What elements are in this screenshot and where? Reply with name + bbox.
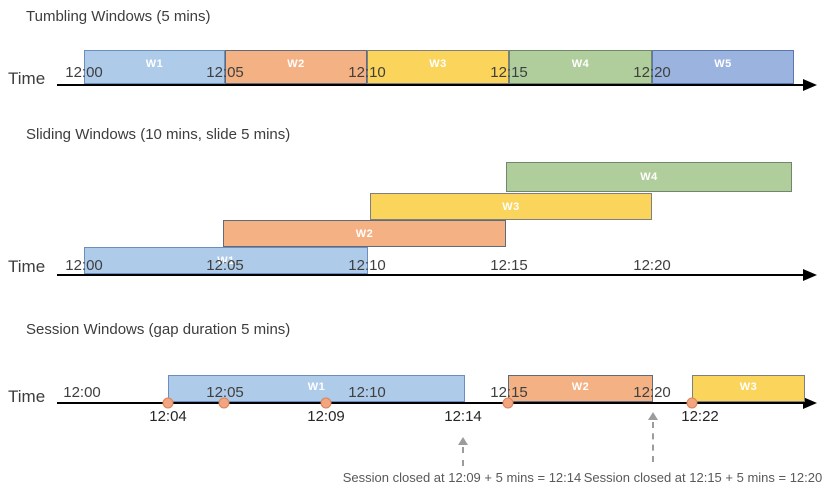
event-dot [686, 397, 698, 409]
window-label: W2 [571, 381, 590, 393]
tick-label: 12:15 [490, 384, 528, 401]
tick-label: 12:00 [65, 64, 103, 81]
tumbling-window-w4: W4 [509, 50, 652, 84]
event-dot [320, 397, 332, 409]
axis-arrowhead-icon [803, 79, 817, 91]
tick-label: 12:00 [65, 257, 103, 274]
session-time-axis-label: Time [8, 387, 46, 406]
tumbling-time-axis-label: Time [8, 69, 46, 88]
window-label: W2 [355, 227, 374, 240]
sliding-time-axis-label: Time [8, 257, 46, 276]
tick-label: 12:05 [206, 257, 244, 274]
tick-label: 12:10 [348, 257, 386, 274]
sliding-window-w2: W2 [223, 220, 506, 247]
window-label: W4 [571, 58, 590, 70]
session-time-axis [57, 402, 805, 404]
session-window-w3: W3 [692, 375, 805, 402]
tumbling-window-w2: W2 [225, 50, 367, 84]
event-time-label: 12:09 [307, 408, 345, 425]
tick-label: 12:15 [490, 64, 528, 81]
axis-arrowhead-icon [803, 269, 817, 281]
sliding-window-w3: W3 [370, 193, 652, 220]
dashed-arrow-head-icon [648, 412, 658, 420]
event-time-label: 12:04 [149, 408, 187, 425]
tick-label: 12:15 [490, 257, 528, 274]
window-label: W1 [217, 254, 235, 267]
window-label: W5 [714, 58, 732, 70]
tick-label: 12:05 [206, 64, 244, 81]
tick-label: 12:20 [633, 257, 671, 274]
window-label: W3 [429, 58, 447, 70]
dashed-arrow [652, 422, 654, 462]
event-dot [162, 397, 174, 409]
event-time-label: 12:14 [444, 408, 482, 425]
tick-label: 12:20 [633, 384, 671, 401]
sliding-window-w1: W1 [84, 247, 368, 274]
dashed-arrow [462, 447, 464, 466]
event-dot [218, 397, 230, 409]
event-dot [502, 397, 514, 409]
window-label: W1 [307, 381, 326, 393]
window-label: W4 [640, 171, 658, 183]
tick-label: 12:10 [348, 384, 386, 401]
session-closed-annotation: Session closed at 12:09 + 5 mins = 12:14 [342, 470, 582, 485]
event-time-label: 12:22 [681, 408, 719, 425]
tumbling-window-w1: W1 [84, 50, 225, 84]
dashed-arrow-head-icon [458, 437, 468, 445]
tumbling-time-axis [57, 84, 805, 86]
session-title: Session Windows (gap duration 5 mins) [26, 321, 291, 338]
window-label: W2 [287, 58, 305, 70]
tick-label: 12:05 [206, 384, 244, 401]
window-label: W3 [739, 381, 758, 393]
axis-arrowhead-icon [803, 397, 817, 409]
session-window-w1: W1 [168, 375, 465, 402]
sliding-time-axis [57, 274, 805, 276]
session-window-w2: W2 [508, 375, 653, 402]
tumbling-window-w3: W3 [367, 50, 509, 84]
sliding-window-w4: W4 [506, 162, 792, 192]
window-label: W1 [145, 58, 164, 70]
tick-label: 12:00 [63, 384, 101, 401]
tick-label: 12:20 [633, 64, 671, 81]
window-label: W3 [502, 200, 520, 213]
session-closed-annotation: Session closed at 12:15 + 5 mins = 12:20 [583, 470, 823, 485]
tick-label: 12:10 [348, 64, 386, 81]
sliding-title: Sliding Windows (10 mins, slide 5 mins) [26, 126, 291, 143]
tumbling-window-w5: W5 [652, 50, 794, 84]
tumbling-title: Tumbling Windows (5 mins) [26, 8, 211, 25]
